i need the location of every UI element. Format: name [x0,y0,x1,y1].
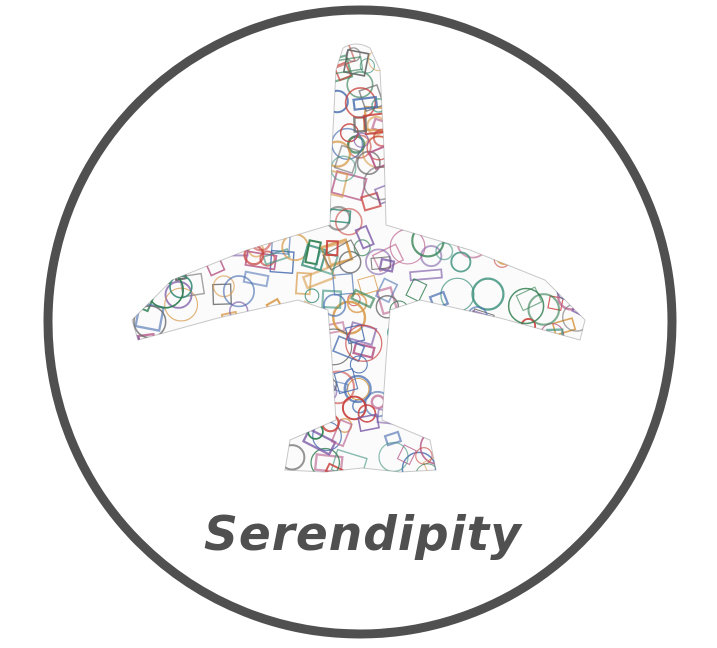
stamp-mark [346,135,366,154]
stamp-mark [409,268,443,282]
stamp-mark [375,295,400,319]
stamp-mark [332,272,355,296]
stamp-mark [346,292,368,314]
stamp-mark [356,150,381,176]
stamp-mark [345,324,383,362]
stamp-mark [352,341,376,359]
stamp-mark [222,275,255,308]
stamp-mark [378,257,396,273]
stamp-mark [420,244,443,268]
brand-name: Serendipity [204,507,522,562]
stamp-mark [471,277,505,311]
stamp-mark [354,224,375,250]
stamp-mark [374,277,399,304]
stamp-mark [294,271,313,296]
stamp-mark [435,242,454,261]
stamp-mark [330,170,368,202]
stamp-mark [405,277,428,303]
stamp-mark [353,132,369,148]
stamp-mark [349,355,368,374]
stamp-mark [313,249,339,276]
stamp-mark [347,377,370,401]
stamp-mark [321,289,343,310]
stamp-mark [334,207,363,236]
stamp-mark [357,404,377,423]
stamp-mark [304,288,320,304]
stamp-mark [353,239,371,257]
stamp-mark [330,418,353,448]
stamp-mark [346,71,374,99]
stamp-mark [323,293,347,317]
stamp-mark [300,243,328,272]
stamp-mark [352,95,379,111]
stamp-mark [396,444,417,466]
stamp-mark [344,87,377,119]
stamp-mark [339,123,359,143]
stamp-mark [343,374,372,404]
stamp-mark [333,144,361,175]
stamp-mark [310,447,341,472]
stamp-mark [341,395,367,421]
stamp-mark [259,250,276,267]
stamp-mark [415,463,440,472]
stamp-mark [332,335,366,363]
stamp-mark [450,251,472,273]
stamp-mark [527,293,561,326]
stamp-mark [357,274,379,296]
stamp-mark [357,413,380,433]
stamp-mark [325,239,339,257]
stamp-mark [507,287,545,325]
stamp-mark [365,248,392,276]
stamp-mark [333,368,359,395]
stamp-mark [179,272,206,298]
stamp-mark [350,288,376,309]
stamp-mark [342,48,370,77]
